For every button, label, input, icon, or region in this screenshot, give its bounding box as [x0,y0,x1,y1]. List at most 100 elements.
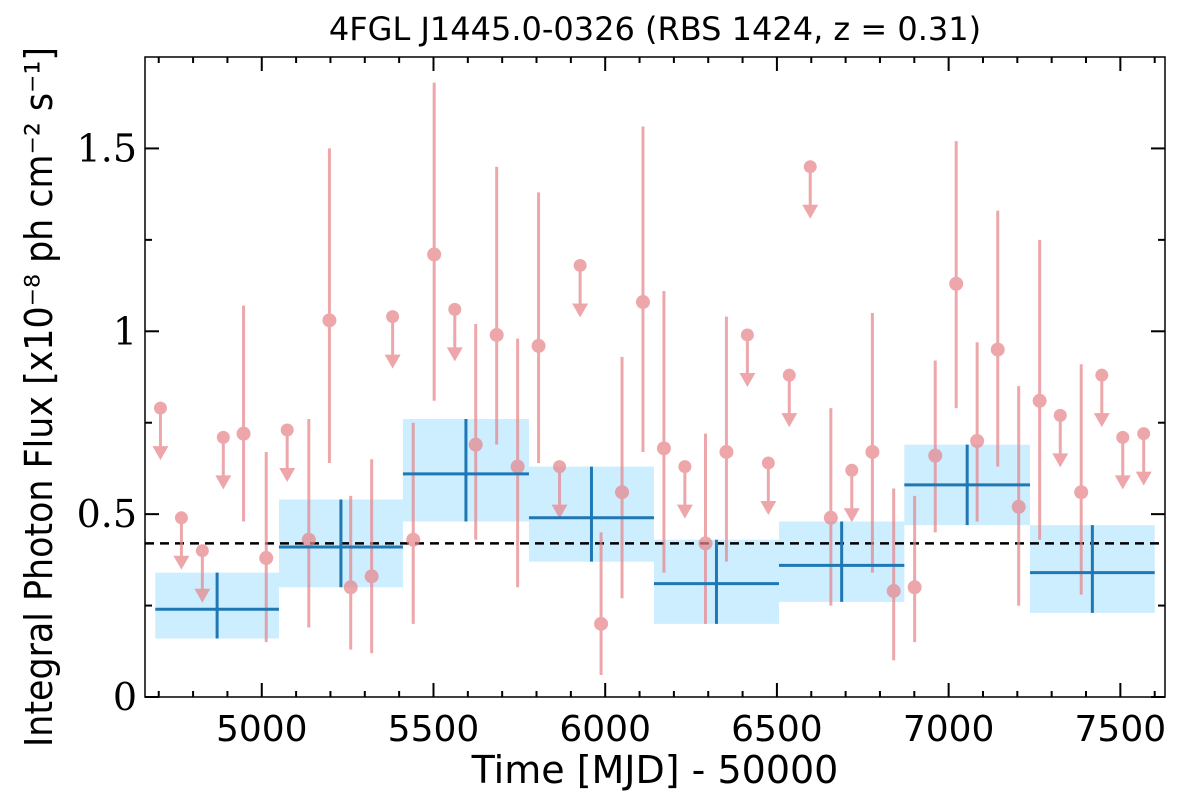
x-tick-label: 7000 [903,709,995,750]
fine-bin-points [236,82,1089,676]
y-tick-label: 0.5 [77,492,137,536]
y-tick-label: 0 [113,675,137,719]
coarse-bin-crosses [155,419,1155,639]
fine-bin-point [907,495,922,643]
upper-limit-point [279,423,296,483]
upper-limit-arrow [1052,453,1069,468]
upper-limit-marker [803,160,817,174]
coarse-bin-cross [778,521,905,602]
x-tick-labels: 5000 5500 6000 6500 7000 7500 [216,709,1166,750]
fine-bin-point [594,532,609,676]
upper-limit-point [446,302,463,362]
fine-bin-point [1011,386,1026,606]
coarse-bin-cross [402,419,529,522]
x-tick-label: 7500 [1075,709,1167,750]
data-point [865,444,880,459]
upper-limit-marker [174,511,188,525]
upper-limit-marker [573,258,587,272]
upper-limit-point [1135,427,1152,486]
upper-limit-point [384,310,401,369]
data-point [531,338,546,353]
data-point [236,426,251,441]
fine-bin-point [427,82,442,401]
data-point [656,441,671,456]
data-point [468,437,483,452]
fine-bin-point [698,433,713,624]
fine-bin-point [949,141,964,409]
fine-bin-point [635,126,650,452]
upper-limit-arrow [173,555,190,570]
upper-limit-arrow [446,347,463,362]
fine-bin-point [1032,239,1047,540]
fine-bin-point [970,342,985,522]
data-point [1074,485,1089,500]
plot-frame [144,56,1166,698]
fine-bin-point [990,210,1005,467]
data-point [510,459,525,474]
data-point [970,434,985,448]
upper-limit-marker [782,368,796,382]
data-point [635,295,650,310]
data-point [594,616,609,631]
x-tick-label: 5000 [216,709,308,750]
upper-limit-arrow [194,588,211,603]
fine-bin-point [364,459,379,654]
y-tick-label: 1 [113,309,137,353]
upper-limit-marker [216,430,230,444]
axis-ticks [145,57,1165,698]
coarse-bin-cross [155,572,279,639]
upper-limit-point [173,511,190,570]
upper-limit-marker [845,463,859,477]
upper-limit-arrow [802,204,819,219]
upper-limit-marker [386,310,400,324]
coarse-bin-cross [528,466,654,562]
coarse-bin-bands [155,419,1155,639]
fine-bin-point [719,316,734,562]
fine-bin-point [886,488,901,661]
upper-limit-arrow [843,508,860,523]
fine-bin-point [823,408,838,606]
upper-limit-point [1093,368,1110,428]
fine-bin-point [468,323,483,540]
data-point [823,510,838,525]
upper-limit-marker [678,460,692,474]
y-axis-title: Integral Photon Flux [x10⁻⁸ ph cm⁻² s⁻¹] [17,47,61,747]
upper-limit-marker [195,544,209,558]
chart-title: 4FGL J1445.0-0326 (RBS 1424, z = 0.31) [329,10,981,48]
fine-bin-point [656,291,671,573]
upper-limit-arrow [781,413,798,428]
upper-limit-point [572,258,589,318]
data-point [1032,393,1047,408]
data-point [427,247,442,262]
data-point [364,569,379,584]
upper-limit-marker [448,302,462,316]
upper-limit-arrow [1135,471,1152,486]
x-tick-label: 6000 [559,709,651,750]
upper-limit-point [760,456,777,515]
data-point [615,485,630,500]
upper-limit-arrow [384,354,401,369]
upper-limit-arrow [551,504,568,519]
fine-bin-point [343,495,358,650]
y-tick-label: 1.5 [77,126,137,170]
data-point [489,327,504,342]
data-point [886,583,901,598]
fine-bin-point [301,419,316,628]
coarse-bin-cross [653,539,779,624]
coarse-bin-cross [1030,525,1155,613]
data-point [719,444,734,459]
x-axis-title: Time [MJD] - 50000 [471,748,839,792]
fine-bin-point [322,148,337,463]
upper-limit-marker [1053,408,1067,422]
fine-bin-point [531,192,546,463]
upper-limit-marker [740,328,754,342]
upper-limit-marker [553,460,567,474]
upper-limit-marker [1137,427,1151,441]
upper-limit-points [152,160,1152,603]
fine-bin-point [489,166,504,445]
upper-limit-point [802,160,819,219]
upper-limit-point [152,401,169,461]
data-point [343,580,358,595]
upper-limit-point [551,460,568,519]
data-point [322,313,337,328]
